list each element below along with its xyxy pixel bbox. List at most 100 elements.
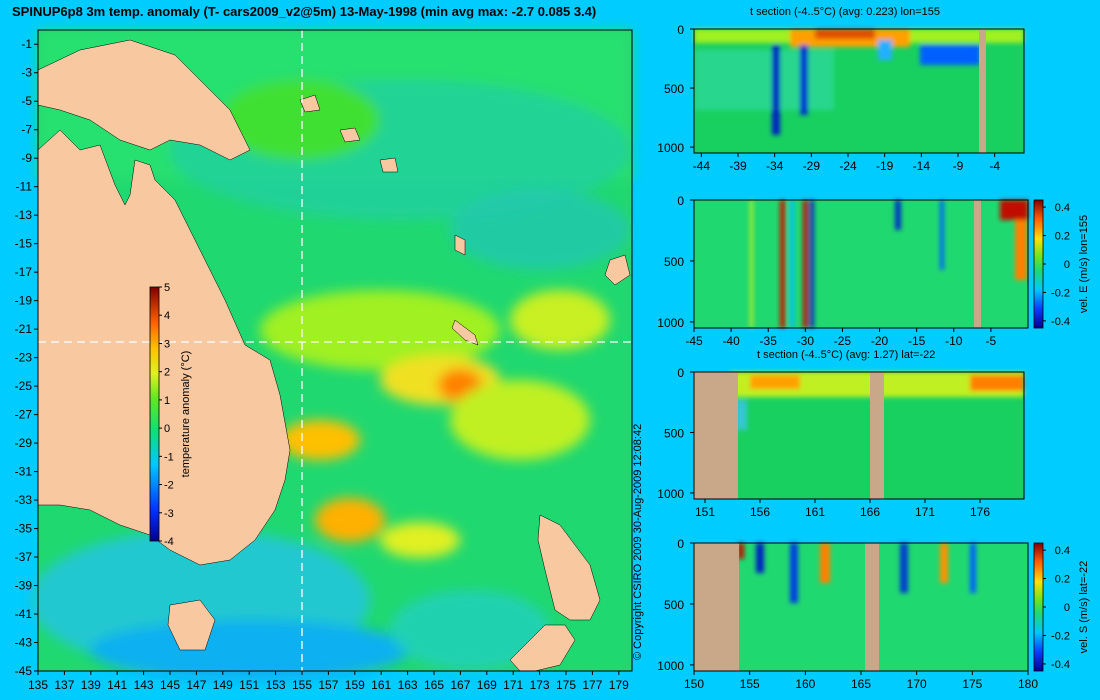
- panel-v-section-lat: 150 155 160 165 170 175 180 0 500 1000 0.4 0.2 0 -0.2…: [657, 537, 1090, 691]
- section-x-tick-label: -4: [989, 159, 1000, 173]
- y-tick-label: -5: [21, 94, 32, 108]
- y-tick-label: -35: [15, 522, 33, 536]
- section-x-tick-label: -24: [839, 159, 857, 173]
- section-x-tick-label: -20: [871, 334, 889, 348]
- x-tick-label: 155: [292, 678, 312, 692]
- vel-e-colorbar: [1033, 199, 1044, 329]
- y-tick-label: -1: [21, 37, 32, 51]
- tasmania: [167, 599, 216, 651]
- vel-colorbar-tick-label: -0.4: [1051, 316, 1070, 328]
- section-y-tick-label: 500: [664, 598, 684, 612]
- y-tick-label: -17: [15, 265, 33, 279]
- x-tick-label: 161: [371, 678, 391, 692]
- section-x-tick-label: 156: [750, 505, 770, 519]
- y-tick-label: -27: [15, 408, 33, 422]
- vel-e-colorbar-label: vel. E (m/s) lon=155: [1078, 215, 1090, 313]
- x-tick-label: 153: [266, 678, 286, 692]
- section-x-tick-label: 155: [740, 677, 760, 691]
- section-y-tick-label: 0: [677, 23, 684, 37]
- y-tick-label: -3: [21, 66, 32, 80]
- colorbar-label: temperature anomaly (°C): [180, 351, 192, 478]
- section-x-tick-label: -40: [722, 334, 740, 348]
- y-tick-label: -13: [15, 208, 33, 222]
- section-x-tick-label: -45: [685, 334, 703, 348]
- x-tick-label: 173: [530, 678, 550, 692]
- colorbar-tick-label: 3: [164, 338, 170, 350]
- map-colorbar: 5 4 3 2 1 0 -1 -2 -3 -4 temperature anomaly (°C): [149, 282, 192, 548]
- section-x-tick-label: -35: [760, 334, 778, 348]
- section-x-tick-label: 151: [695, 505, 715, 519]
- section-y-tick-label: 1000: [657, 659, 684, 673]
- vel-colorbar-tick-label: 0: [1064, 602, 1070, 614]
- section-y-tick-label: 500: [664, 82, 684, 96]
- section-y-tick-label: 0: [677, 194, 684, 208]
- y-tick-label: -45: [15, 664, 33, 678]
- panel-t-section-lat: 151 156 161 166 171 176 0 500 1000: [657, 366, 1025, 519]
- y-tick-label: -37: [15, 550, 33, 564]
- section-x-tick-label: 175: [962, 677, 982, 691]
- vel-colorbar-tick-label: -0.4: [1051, 659, 1070, 671]
- colorbar-tick-label: 4: [164, 310, 170, 322]
- x-tick-label: 171: [503, 678, 523, 692]
- land-masses: [37, 39, 631, 672]
- section-y-tick-label: 1000: [657, 487, 684, 501]
- section-x-tick-label: -9: [953, 159, 964, 173]
- vel-colorbar-tick-label: 0.2: [1055, 574, 1070, 586]
- section-x-tick-label: 161: [805, 505, 825, 519]
- panel-v-section-lon: -45 -40 -35 -30 -25 -20 -15 -10 -5 0 500 1000 0.4 0.2…: [657, 194, 1090, 348]
- vel-colorbar-tick-label: -0.2: [1051, 287, 1070, 299]
- section-x-tick-label: -39: [729, 159, 747, 173]
- chart-title: SPINUP6p8 3m temp. anomaly (T- cars2009_…: [12, 4, 597, 19]
- colorbar-tick-label: -3: [164, 508, 174, 520]
- vel-colorbar-tick-label: -0.2: [1051, 630, 1070, 642]
- section-x-tick-label: -44: [693, 159, 711, 173]
- x-tick-label: 175: [556, 678, 576, 692]
- map-panel: -1-3-5-7-9-11-13-15-17-19-21-23-25-27-29…: [15, 29, 644, 692]
- x-tick-label: 135: [28, 678, 48, 692]
- x-tick-label: 177: [582, 678, 602, 692]
- map-x-ticks: 135 137 139 141 143 145 147 149 151 153 155 157 159 1…: [28, 671, 629, 692]
- vel-colorbar-tick-label: 0.2: [1055, 231, 1070, 243]
- y-tick-label: -9: [21, 151, 32, 165]
- colorbar-ticks: 5 4 3 2 1 0 -1 -2 -3 -4: [159, 282, 174, 548]
- section-y-tick-label: 500: [664, 255, 684, 269]
- section-x-tick-label: -5: [986, 334, 997, 348]
- y-tick-label: -21: [15, 322, 33, 336]
- copyright-text: © Copyright CSIRO 2009 30-Aug-2009 12:08…: [632, 424, 644, 660]
- section-y-tick-label: 500: [664, 426, 684, 440]
- section-y-tick-label: 0: [677, 366, 684, 380]
- vel-colorbar-tick-label: 0: [1064, 259, 1070, 271]
- panel-t-section-lon: -44 -39 -34 -29 -24 -19 -14 -9 -4 0 500 1000: [657, 23, 1025, 173]
- x-tick-label: 169: [477, 678, 497, 692]
- x-tick-label: 165: [424, 678, 444, 692]
- colorbar-tick-label: 2: [164, 367, 170, 379]
- x-tick-label: 163: [398, 678, 418, 692]
- map-y-ticks: -1 -3 -5 -7 -9 -11 -13 -15 -17 -19 -21 -23 -25 -27 -29…: [15, 37, 38, 678]
- vel-colorbar-tick-label: 0.4: [1055, 545, 1070, 557]
- new-guinea: [37, 39, 251, 161]
- colorbar-tick-label: -1: [164, 451, 174, 463]
- x-tick-label: 143: [134, 678, 154, 692]
- section-y-tick-label: 0: [677, 537, 684, 551]
- section-x-tick-label: -25: [834, 334, 852, 348]
- map-frame: [37, 29, 633, 672]
- vel-colorbar-tick-label: 0.4: [1055, 202, 1070, 214]
- x-tick-label: 159: [345, 678, 365, 692]
- section-x-tick-label: -15: [908, 334, 926, 348]
- section-x-tick-label: 160: [795, 677, 815, 691]
- x-tick-label: 137: [54, 678, 74, 692]
- section-x-tick-label: -10: [945, 334, 963, 348]
- colorbar-tick-label: 0: [164, 423, 170, 435]
- section-x-tick-label: 170: [907, 677, 927, 691]
- colorbar-tick-label: -4: [164, 536, 174, 548]
- section-y-tick-label: 1000: [657, 141, 684, 155]
- x-tick-label: 179: [609, 678, 629, 692]
- colorbar-gradient: [149, 286, 160, 542]
- t-section-lat-title: t section (-4..5°C) (avg: 1.27) lat=-22: [757, 349, 936, 361]
- section-x-tick-label: 171: [915, 505, 935, 519]
- y-tick-label: -33: [15, 493, 33, 507]
- section-x-tick-label: -30: [797, 334, 815, 348]
- section-x-tick-label: -19: [876, 159, 894, 173]
- section-x-tick-label: -34: [766, 159, 784, 173]
